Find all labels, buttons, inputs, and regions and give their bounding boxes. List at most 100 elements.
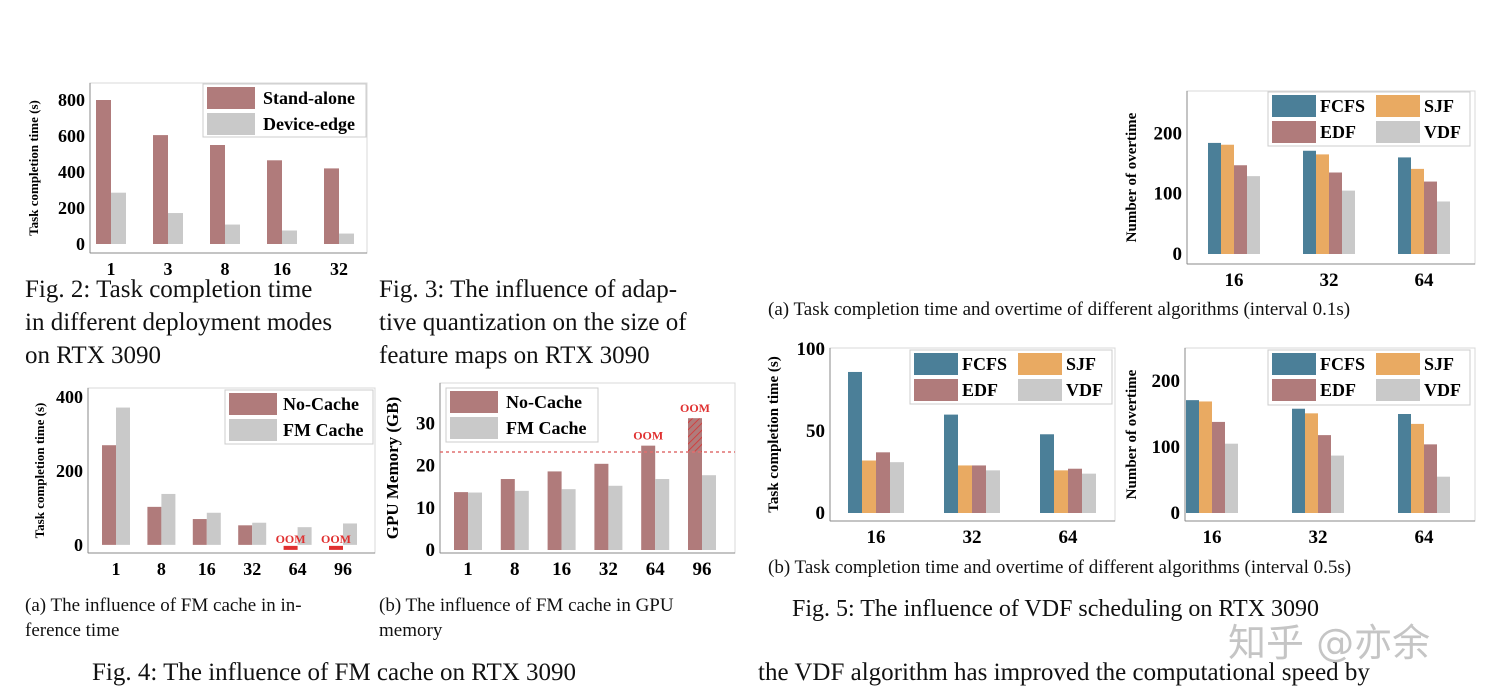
y-tick-label: 0 — [816, 503, 826, 524]
bar — [1342, 190, 1355, 254]
chart-fig2: 0 200 400 600 800 Task completion time (s) 1 3 8… — [26, 82, 368, 279]
legend: FCFS SJF EDF VDF — [1267, 349, 1471, 406]
legend-swatch — [229, 393, 277, 415]
x-tick-label: 64 — [1059, 527, 1079, 548]
y-tick-label: 0 — [1173, 244, 1183, 265]
bar — [297, 527, 312, 545]
x-tick-label: 32 — [599, 559, 618, 580]
legend-label: FCFS — [962, 354, 1007, 374]
bar — [1411, 423, 1424, 513]
y-tick-label: 200 — [1154, 123, 1183, 144]
y-axis-label: Task completion time (s) — [26, 100, 41, 236]
y-axis-label: Number of overtime — [1124, 112, 1140, 242]
bar — [1316, 154, 1329, 254]
bar — [96, 100, 111, 244]
x-tick-label: 32 — [963, 527, 982, 548]
legend-swatch — [207, 113, 255, 135]
legend-swatch — [1376, 353, 1420, 375]
bar — [168, 213, 183, 244]
fig5b-caption: (b) Task completion time and overtime of… — [768, 557, 1352, 578]
chart-fig5a: 0 100 200 Number of overtime 16 32 64 FCFS SJF ED… — [1124, 90, 1476, 291]
legend-swatch — [450, 417, 498, 439]
bar — [1082, 473, 1096, 513]
bar — [468, 492, 482, 550]
bar — [608, 485, 623, 550]
y-axis-label: Task completion time (s) — [32, 403, 47, 539]
legend-label: SJF — [1066, 354, 1096, 374]
fig3-caption-line1: Fig. 3: The influence of adap- — [379, 276, 678, 303]
x-tick-label: 16 — [198, 559, 216, 579]
bar — [161, 493, 176, 545]
bar — [1424, 181, 1437, 254]
bar — [848, 371, 862, 513]
bar — [252, 522, 267, 545]
bar — [594, 463, 609, 550]
legend-label: VDF — [1424, 380, 1461, 400]
x-tick-label: 1 — [107, 259, 116, 279]
y-tick-label: 30 — [416, 413, 435, 434]
chart-fig4b: 0 10 20 30 GPU Memory (GB) 1 8 16 32 64 96 OOM OOM No… — [383, 382, 736, 580]
y-tick-label: 800 — [58, 90, 85, 110]
y-axis-label: GPU Memory (GB) — [383, 397, 402, 540]
bar — [102, 445, 116, 545]
x-tick-label: 1 — [112, 559, 121, 579]
chart-fig4a: 0 200 400 Task completion time (s) 1 8 16 32 64 9… — [32, 387, 376, 579]
x-tick-label: 32 — [243, 559, 261, 579]
bar — [702, 475, 716, 550]
y-tick-label: 600 — [58, 126, 85, 146]
bar — [1221, 144, 1234, 254]
bar — [1331, 455, 1344, 513]
bar — [1411, 168, 1424, 254]
x-tick-label: 32 — [330, 259, 348, 279]
bar — [210, 145, 225, 244]
x-tick-label: 16 — [1225, 270, 1244, 291]
y-tick-label: 200 — [58, 198, 85, 218]
legend-swatch — [1018, 353, 1062, 375]
oom-bar-stub — [329, 545, 343, 550]
bar — [1437, 476, 1450, 513]
x-tick-label: 96 — [693, 559, 712, 580]
x-tick-label: 32 — [1309, 527, 1328, 548]
y-tick-label: 0 — [1171, 503, 1181, 524]
bar — [862, 460, 876, 513]
y-tick-label: 20 — [416, 456, 435, 477]
bar — [1199, 401, 1212, 513]
y-tick-label: 50 — [806, 421, 825, 442]
legend-swatch — [1376, 121, 1420, 143]
bar — [688, 451, 702, 550]
bar — [339, 233, 354, 244]
bar — [1208, 142, 1221, 254]
y-tick-label: 10 — [416, 498, 435, 519]
legend: No-Cache FM Cache — [445, 387, 599, 443]
fig5-caption: Fig. 5: The influence of VDF scheduling … — [792, 596, 1319, 622]
y-tick-label: 200 — [56, 461, 83, 481]
legend-label: EDF — [1320, 380, 1356, 400]
y-tick-label: 0 — [426, 540, 436, 561]
legend-label: FM Cache — [283, 420, 363, 440]
bar — [1398, 414, 1411, 513]
x-tick-label: 1 — [463, 559, 473, 580]
bar — [1054, 470, 1068, 513]
body-text: the VDF algorithm has improved the compu… — [758, 659, 1370, 686]
x-tick-label: 16 — [867, 527, 886, 548]
legend-swatch — [914, 379, 958, 401]
y-tick-label: 100 — [1154, 184, 1183, 205]
y-axis-label: Number of overtime — [1124, 369, 1140, 499]
legend-label: VDF — [1424, 122, 1461, 142]
y-tick-label: 400 — [56, 387, 83, 407]
bar — [641, 445, 656, 550]
bar — [454, 492, 468, 550]
legend: No-Cache FM Cache — [224, 389, 374, 445]
legend-swatch — [1272, 95, 1316, 117]
bar — [147, 506, 162, 545]
legend-swatch — [1018, 379, 1062, 401]
legend-label: FM Cache — [506, 418, 586, 438]
bar — [1212, 421, 1225, 513]
legend-swatch — [1376, 95, 1420, 117]
bar — [1329, 172, 1342, 254]
bar — [225, 224, 240, 244]
x-tick-label: 8 — [510, 559, 520, 580]
bar — [192, 519, 207, 545]
y-tick-label: 200 — [1152, 371, 1181, 392]
